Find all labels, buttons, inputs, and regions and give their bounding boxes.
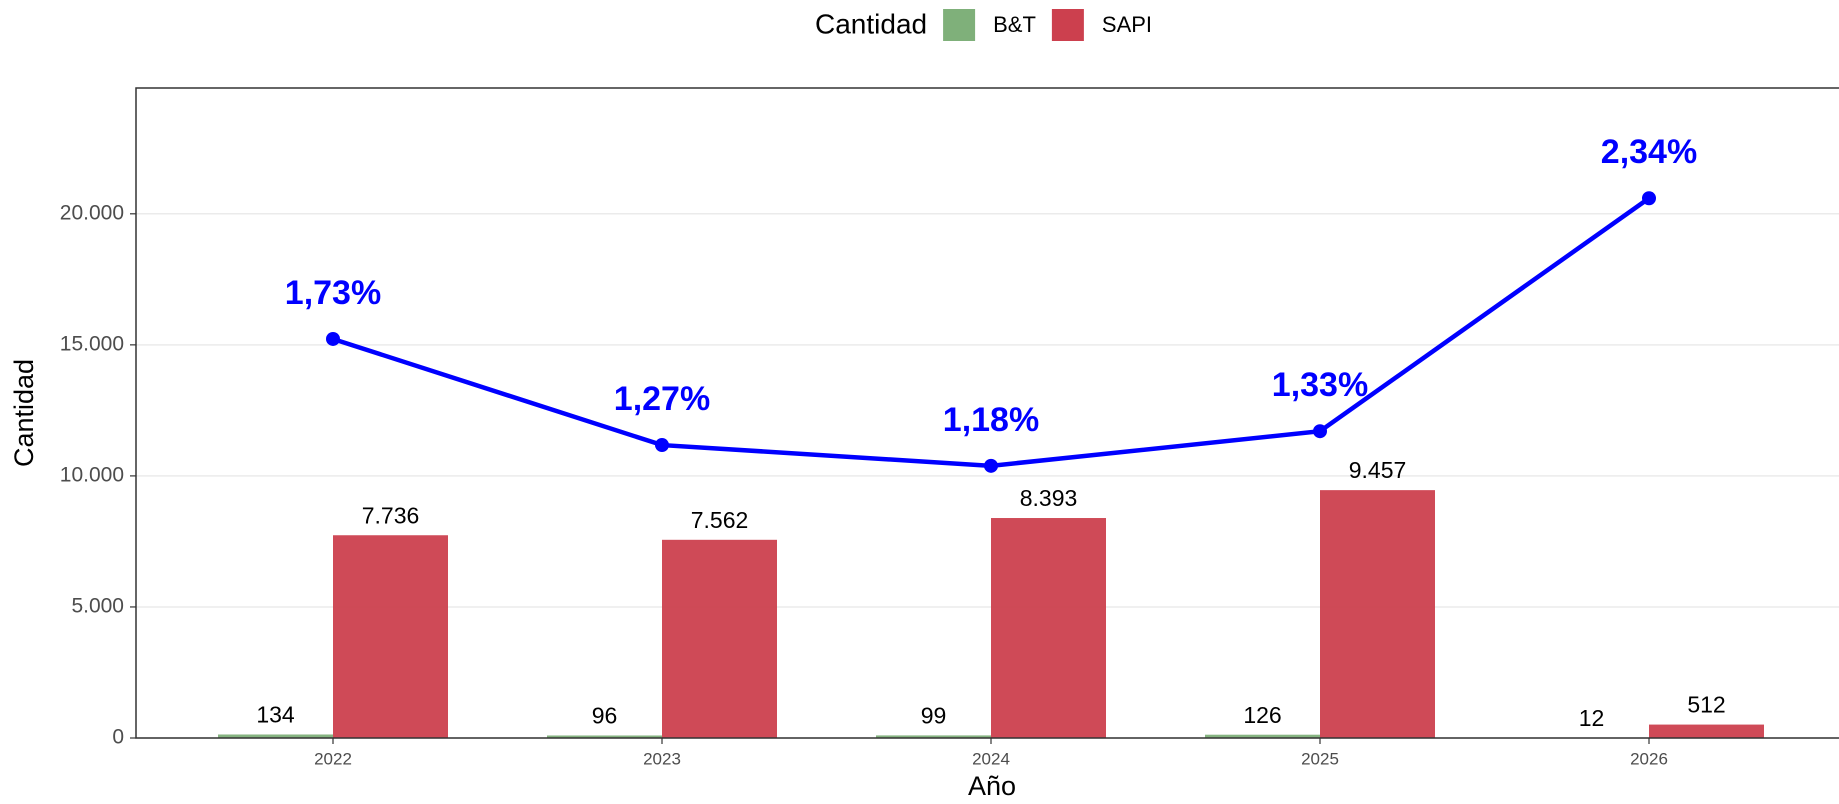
y-tick-label: 5.000 <box>71 594 124 617</box>
bar <box>662 539 777 738</box>
line-label: 2,34% <box>1601 133 1697 171</box>
bar-label: 12 <box>1579 705 1605 731</box>
bar <box>1320 490 1435 738</box>
bar <box>547 735 662 738</box>
bar-label: 96 <box>592 703 618 729</box>
legend-label: SAPI <box>1102 12 1152 37</box>
bar-label: 7.736 <box>362 502 420 528</box>
y-axis-label: Cantidad <box>9 359 39 467</box>
line-point <box>984 458 998 473</box>
bar <box>333 535 448 738</box>
line-point <box>655 438 669 453</box>
legend-key <box>943 9 976 41</box>
bar <box>1205 734 1320 738</box>
x-tick-label: 2026 <box>1630 749 1668 768</box>
bar <box>991 518 1106 738</box>
legend-title: Cantidad <box>815 8 927 39</box>
legend-label: B&T <box>993 12 1036 37</box>
bar-label: 126 <box>1243 702 1281 728</box>
line-point <box>1313 424 1327 439</box>
bar-label: 99 <box>921 702 947 728</box>
bar <box>876 735 991 738</box>
line-point <box>326 331 340 346</box>
bar <box>1649 724 1764 738</box>
x-tick-label: 2022 <box>314 749 352 768</box>
y-tick-label: 10.000 <box>60 463 124 486</box>
bar-label: 7.562 <box>691 507 749 533</box>
bar-label: 9.457 <box>1349 457 1407 483</box>
line-point <box>1642 191 1656 206</box>
bar-label: 8.393 <box>1020 485 1078 511</box>
plot-border <box>135 87 1839 739</box>
x-tick-label: 2023 <box>643 749 681 768</box>
line-label: 1,18% <box>943 401 1039 439</box>
bar <box>218 734 333 738</box>
y-tick-label: 15.000 <box>60 332 124 355</box>
x-tick-label: 2025 <box>1301 749 1339 768</box>
y-tick-label: 20.000 <box>60 201 124 224</box>
bar-label: 134 <box>256 702 295 728</box>
legend-key <box>1051 9 1084 41</box>
line-label: 1,33% <box>1272 366 1368 404</box>
bar-label: 512 <box>1687 692 1725 718</box>
x-tick-label: 2024 <box>972 749 1010 768</box>
y-tick-label: 0 <box>112 726 124 749</box>
x-axis-label: Año <box>968 771 1016 801</box>
line-label: 1,27% <box>614 380 710 418</box>
line-label: 1,73% <box>285 274 381 312</box>
